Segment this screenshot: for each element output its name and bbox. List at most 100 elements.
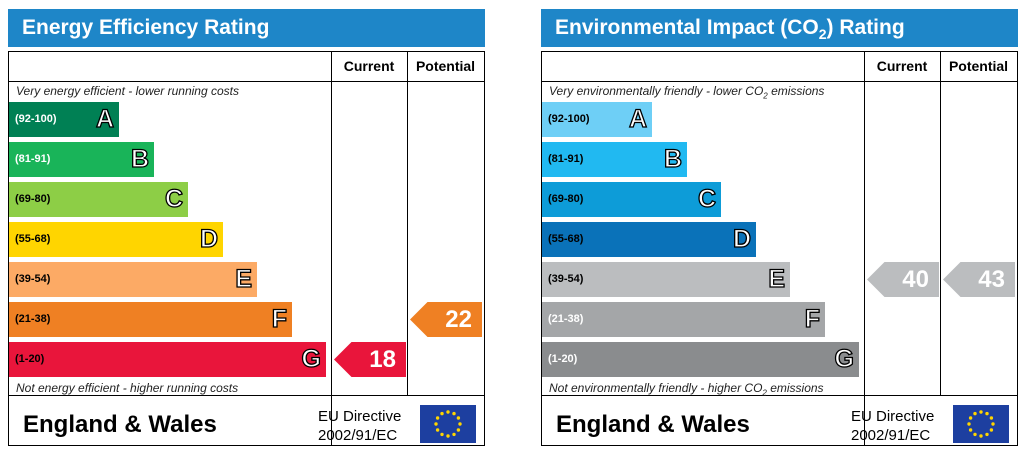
footer-country: England & Wales: [556, 411, 750, 438]
eu-stars-icon: [434, 410, 462, 438]
band-range-label: (55-68): [548, 233, 584, 245]
top-note-part: Very environmentally friendly - lower CO: [549, 84, 764, 98]
top-note: Very environmentally friendly - lower CO…: [549, 84, 824, 100]
column-header-potential: Potential: [948, 58, 1009, 74]
band-d: (55-68) D: [542, 222, 756, 257]
current-rating-arrow: 18: [334, 342, 406, 377]
band-letter: B: [663, 144, 682, 173]
row-divider: [9, 395, 484, 396]
eu-directive-line1: EU Directive: [318, 408, 402, 425]
row-divider: [542, 81, 1017, 82]
band-range-label: (81-91): [548, 153, 584, 165]
chart-title-subscript: 2: [818, 26, 827, 43]
footer-country: England & Wales: [23, 411, 217, 438]
eu-star: [979, 434, 983, 438]
current-rating-value: 18: [369, 346, 396, 373]
eu-directive-line2: 2002/91/EC: [851, 427, 931, 444]
eu-star: [967, 422, 971, 426]
band-g: (1-20) G: [9, 342, 326, 377]
eu-directive-line1: EU Directive: [851, 408, 935, 425]
band-b: (81-91) B: [542, 142, 687, 177]
band-range-label: (92-100): [548, 113, 590, 125]
eu-star: [458, 422, 462, 426]
current-arrow-fill: [867, 262, 939, 297]
eu-star: [440, 432, 444, 437]
top-note-subscript: 2: [763, 91, 768, 101]
band-d: (55-68) D: [9, 222, 223, 257]
band-letter: F: [804, 304, 821, 333]
eu-stars-icon: [967, 410, 995, 438]
band-b: (81-91) B: [9, 142, 154, 177]
environmental-impact-panel: Environmental Impact (CO2) Rating Curren…: [541, 0, 1018, 452]
eu-star: [985, 432, 989, 437]
eu-flag-icon: [953, 405, 1009, 443]
band-c: (69-80) C: [542, 182, 721, 217]
band-letter: D: [199, 224, 218, 253]
eu-star: [446, 410, 450, 414]
band-range-label: (21-38): [548, 313, 584, 325]
band-a: (92-100) A: [542, 102, 652, 137]
eu-star: [973, 432, 977, 437]
eu-star: [989, 416, 994, 420]
eu-star: [435, 428, 440, 432]
eu-star: [435, 416, 440, 420]
bottom-note: Not environmentally friendly - higher CO…: [549, 381, 824, 397]
band-letter: G: [834, 344, 855, 373]
bottom-note-part: emissions: [766, 381, 824, 395]
rating-table: Current Potential Very environmentally f…: [541, 51, 1018, 446]
potential-arrow-fill: [410, 302, 482, 337]
band-g: (1-20) G: [542, 342, 859, 377]
band-letter: A: [628, 104, 647, 133]
column-header-current: Current: [876, 58, 928, 74]
eu-star: [452, 432, 456, 437]
eu-star: [452, 411, 456, 416]
bottom-note-subscript: 2: [762, 388, 767, 398]
eu-star: [991, 422, 995, 426]
top-note: Very energy efficient - lower running co…: [16, 84, 239, 98]
band-range-label: (81-91): [15, 153, 51, 165]
chart-title: Environmental Impact (CO2) Rating: [541, 9, 1018, 47]
chart-title: Energy Efficiency Rating: [8, 9, 485, 47]
potential-arrow-fill: [943, 262, 1015, 297]
eu-star: [979, 410, 983, 414]
band-range-label: (55-68): [15, 233, 51, 245]
column-divider: [331, 52, 332, 445]
band-letter: C: [164, 184, 183, 213]
eu-star: [968, 428, 973, 432]
rating-table: Current Potential Very energy efficient …: [8, 51, 485, 446]
eu-flag-icon: [420, 405, 476, 443]
bottom-note-part: Not environmentally friendly - higher CO: [549, 381, 763, 395]
column-divider: [940, 52, 941, 395]
potential-rating-value: 22: [445, 306, 472, 333]
band-letter: D: [732, 224, 751, 253]
column-divider: [864, 52, 865, 445]
band-e: (39-54) E: [9, 262, 257, 297]
current-arrow-shape: [334, 342, 406, 377]
eu-star: [456, 428, 461, 432]
eu-star: [434, 422, 438, 426]
eu-directive: EU Directive 2002/91/EC: [851, 407, 934, 445]
column-header-current: Current: [343, 58, 395, 74]
band-f: (21-38) F: [542, 302, 825, 337]
eu-directive: EU Directive 2002/91/EC: [318, 407, 401, 445]
potential-arrow-shape: [943, 262, 1015, 297]
current-rating-value: 40: [902, 266, 929, 293]
band-range-label: (1-20): [548, 353, 578, 365]
current-arrow-shape: [867, 262, 939, 297]
eu-star: [989, 428, 994, 432]
band-c: (69-80) C: [9, 182, 188, 217]
column-header-potential: Potential: [415, 58, 476, 74]
band-letter: C: [697, 184, 716, 213]
band-range-label: (92-100): [15, 113, 57, 125]
band-letter: B: [130, 144, 149, 173]
energy-efficiency-panel: Energy Efficiency Rating Current Potenti…: [8, 0, 485, 452]
band-letter: F: [271, 304, 288, 333]
row-divider: [9, 81, 484, 82]
potential-rating-arrow: 43: [943, 262, 1015, 297]
eu-directive-line2: 2002/91/EC: [318, 427, 398, 444]
row-divider: [542, 395, 1017, 396]
chart-title-part: Environmental Impact (CO: [555, 16, 819, 39]
bottom-note: Not energy efficient - higher running co…: [16, 381, 239, 395]
eu-star: [973, 411, 977, 416]
band-range-label: (21-38): [15, 313, 51, 325]
